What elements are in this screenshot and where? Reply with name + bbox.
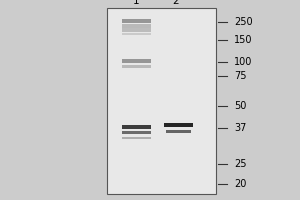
Bar xyxy=(122,131,151,134)
Text: 50: 50 xyxy=(234,101,246,111)
Text: 20: 20 xyxy=(234,179,246,189)
Text: 2: 2 xyxy=(172,0,179,6)
Text: 150: 150 xyxy=(234,35,253,45)
Bar xyxy=(166,130,191,132)
Bar xyxy=(122,59,151,63)
Bar xyxy=(164,123,193,127)
Text: 37: 37 xyxy=(234,123,246,133)
Text: 75: 75 xyxy=(234,71,247,81)
Text: 25: 25 xyxy=(234,159,247,169)
Text: 1: 1 xyxy=(133,0,140,6)
Bar xyxy=(122,19,151,23)
Text: 100: 100 xyxy=(234,57,252,67)
Bar xyxy=(122,65,151,68)
Text: 250: 250 xyxy=(234,17,253,27)
Bar xyxy=(106,8,216,194)
Bar xyxy=(122,24,151,27)
Bar xyxy=(122,33,151,35)
Bar xyxy=(122,125,151,129)
Bar xyxy=(122,137,151,139)
Bar xyxy=(122,28,151,31)
